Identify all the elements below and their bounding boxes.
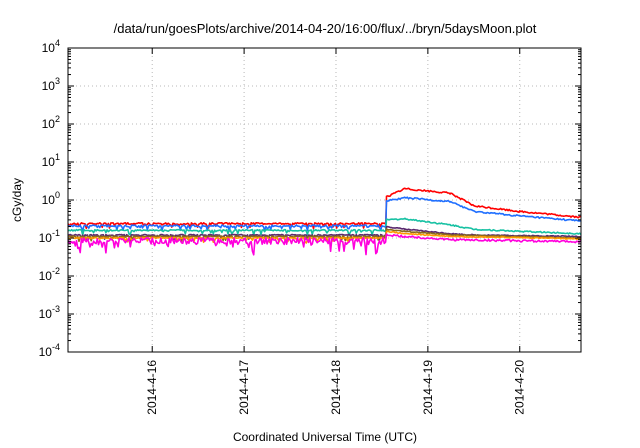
- series-line: [68, 196, 581, 232]
- y-tick-label: 10-3: [39, 304, 60, 321]
- x-axis-label: Coordinated Universal Time (UTC): [233, 430, 417, 444]
- chart-title: /data/run/goesPlots/archive/2014-04-20/1…: [114, 21, 537, 36]
- series-line: [68, 187, 581, 230]
- x-axis: 2014-4-16 2014-4-17 2014-4-18 2014-4-19 2014…: [145, 48, 527, 415]
- y-tick-label: 100: [42, 190, 60, 207]
- x-tick-label: 2014-4-16: [145, 360, 159, 415]
- x-tick-label: 2014-4-19: [421, 360, 435, 415]
- series-line: [68, 217, 581, 236]
- x-tick-label: 2014-4-17: [237, 360, 251, 415]
- y-tick-label: 10-4: [39, 342, 60, 359]
- y-axis-label: cGy/day: [10, 178, 24, 222]
- series-line: [68, 233, 581, 256]
- y-tick-label: 10-2: [39, 266, 60, 283]
- y-tick-label: 103: [42, 76, 60, 93]
- x-tick-label: 2014-4-18: [329, 360, 343, 415]
- y-tick-label: 102: [42, 114, 60, 131]
- y-tick-label: 10-1: [39, 228, 60, 245]
- y-tick-label: 104: [42, 38, 60, 55]
- series-group: [68, 187, 581, 256]
- series-line: [68, 230, 581, 244]
- y-tick-label: 101: [42, 152, 60, 169]
- x-tick-label: 2014-4-20: [513, 360, 527, 415]
- y-axis: 10-4 10-3 10-2 10-1 100 101 102 103 104: [39, 38, 581, 359]
